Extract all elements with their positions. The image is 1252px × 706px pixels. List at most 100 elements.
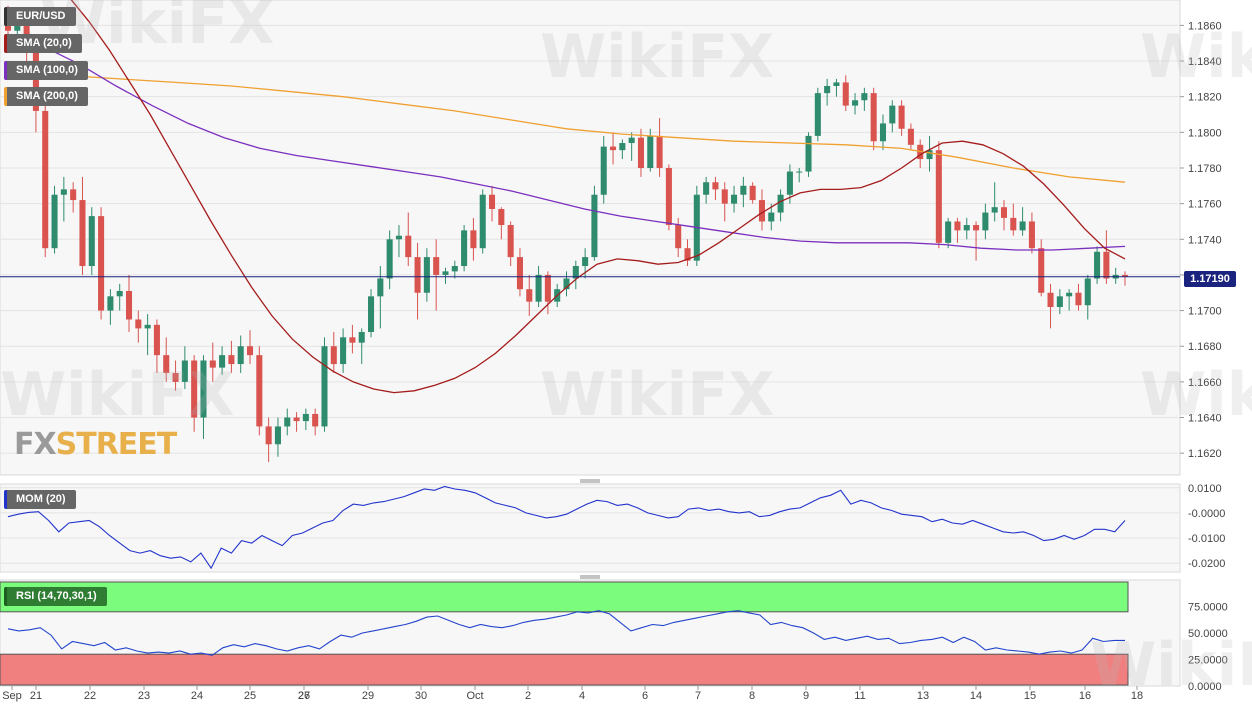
candle-body: [181, 360, 188, 382]
candle-body: [982, 212, 989, 231]
candle-body: [228, 355, 235, 365]
candle-body: [153, 324, 160, 356]
candle-body: [172, 372, 179, 382]
x-tick-label: 16: [1079, 690, 1091, 702]
rsi-overbought-zone: [0, 581, 1129, 613]
candle-body: [219, 355, 226, 368]
candle-body: [246, 346, 254, 356]
candle-body: [516, 257, 523, 290]
candle-body: [125, 290, 133, 320]
candle-body: [870, 93, 877, 142]
candle-body: [42, 110, 49, 249]
candle-body: [135, 319, 142, 329]
candle-body: [1038, 248, 1045, 293]
candle-body: [786, 171, 793, 195]
mom-line: [7, 485, 1126, 570]
candle-body: [740, 185, 747, 195]
candle-body: [758, 200, 766, 222]
candle-body: [349, 337, 356, 343]
x-tick-label: 26: [298, 690, 310, 702]
candle-body: [1056, 296, 1063, 308]
candle-body: [842, 82, 849, 106]
x-tick-label: 9: [803, 690, 809, 702]
candle-body: [237, 346, 244, 365]
candle-body: [963, 225, 970, 231]
candle-body: [498, 208, 505, 226]
candle-body: [358, 331, 365, 343]
candle-body: [833, 82, 840, 86]
y-tick-label: 1.1800: [1188, 127, 1222, 139]
x-tick-label: 4: [579, 690, 585, 702]
y-tick-label: 1.1640: [1188, 413, 1222, 425]
y-tick-label: 1.1680: [1188, 341, 1222, 353]
candle-body: [107, 296, 114, 311]
sma20-line: [70, 0, 1126, 394]
x-tick-label: 23: [138, 690, 150, 702]
mom-tick-label: 0.0100: [1188, 483, 1222, 495]
candle-body: [209, 360, 216, 368]
x-tick-label: 14: [970, 690, 982, 702]
candle-body: [656, 135, 663, 168]
candle-body: [479, 194, 486, 249]
y-tick-label: 1.1860: [1188, 20, 1222, 32]
candle-body: [572, 266, 579, 279]
candle-body: [907, 128, 914, 145]
mom-panel-bg: [0, 483, 1181, 573]
candle-body: [973, 225, 980, 231]
candle-body: [619, 143, 626, 151]
x-tick-label: 30: [415, 690, 427, 702]
y-tick-label: 1.1760: [1188, 199, 1222, 211]
candle-body: [768, 212, 775, 222]
x-tick-label: 18: [1131, 690, 1143, 702]
candle-body: [889, 105, 896, 124]
candle-body: [395, 235, 402, 240]
candle-body: [256, 355, 263, 427]
mom-tick-label: -0.0000: [1188, 508, 1225, 520]
candle-body: [879, 123, 887, 142]
candle-body: [703, 182, 710, 195]
candle-body: [1103, 251, 1110, 279]
candle-body: [665, 167, 672, 226]
candle-body: [1019, 221, 1026, 231]
y-tick-label: 1.1780: [1188, 163, 1222, 175]
candle-body: [451, 266, 458, 272]
main-panel-bg: [0, 0, 1181, 476]
candle-body: [712, 182, 719, 190]
candle-body: [600, 146, 607, 195]
candle-body: [954, 221, 961, 231]
sma100-line: [7, 33, 1126, 251]
candle-body: [284, 417, 291, 427]
x-tick-label: 21: [30, 690, 42, 702]
candle-body: [116, 290, 123, 297]
x-tick-label: 13: [917, 690, 929, 702]
candle-body: [1121, 274, 1129, 277]
y-tick-label: 1.1660: [1188, 377, 1222, 389]
candle-body: [191, 360, 198, 418]
y-tick-label: 1.1700: [1188, 306, 1222, 318]
candle-body: [861, 93, 868, 101]
x-tick-label: 7: [695, 690, 701, 702]
candle-body: [721, 189, 728, 204]
sma100-label: SMA (100,0): [4, 61, 88, 80]
candle-body: [340, 337, 347, 365]
candle-body: [60, 189, 67, 195]
x-tick-label: 6: [642, 690, 648, 702]
candle-body: [302, 413, 309, 422]
candle-body: [852, 100, 859, 106]
candle-body: [1000, 207, 1008, 218]
candle-body: [796, 171, 803, 173]
candle-body: [991, 207, 998, 213]
x-tick-label: 22: [84, 690, 96, 702]
candle-body: [814, 93, 821, 136]
x-tick-label: 15: [1024, 690, 1036, 702]
current-price-tag: 1.17190: [1184, 271, 1236, 287]
candle-body: [51, 194, 58, 249]
candle-body: [386, 239, 393, 279]
candle-body: [405, 235, 412, 258]
x-tick-label: Sep: [2, 690, 22, 702]
candle-body: [1066, 292, 1073, 297]
candle-body: [1028, 221, 1035, 249]
candle-body: [1084, 278, 1091, 306]
candle-body: [442, 271, 449, 275]
candle-body: [461, 230, 468, 267]
